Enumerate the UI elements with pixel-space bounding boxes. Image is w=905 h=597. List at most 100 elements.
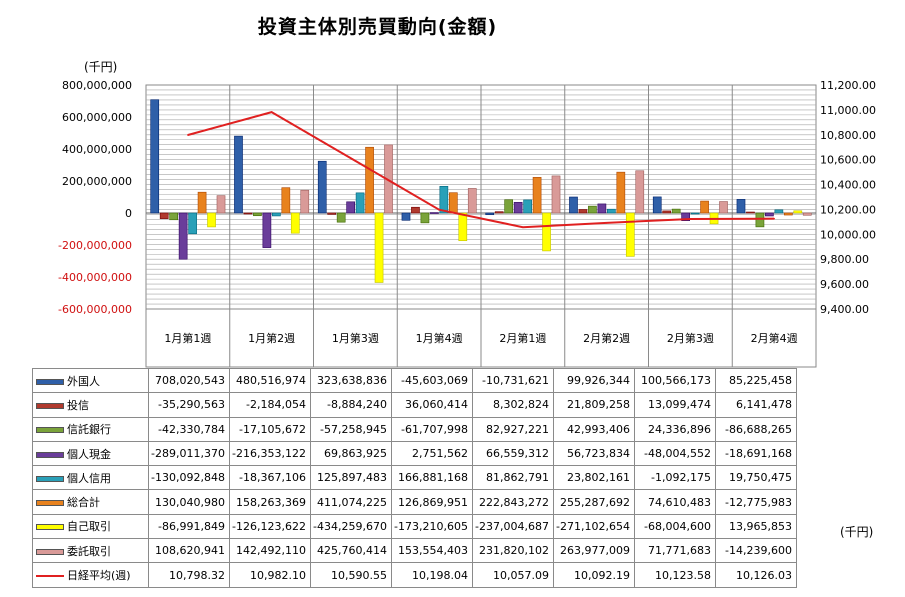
table-cell: 10,092.19 [553, 562, 635, 588]
category-band [145, 308, 817, 368]
nikkei-point [438, 208, 440, 211]
table-cell: -237,004,687 [472, 513, 554, 540]
table-cell: 255,287,692 [553, 489, 635, 515]
table-cell: 166,881,168 [391, 465, 473, 491]
table-cell: -434,259,670 [310, 513, 392, 540]
table-row: 自己取引 -86,991,849 -126,123,622 -434,259,670-… [32, 513, 797, 540]
nikkei-point [773, 217, 775, 220]
bar [793, 210, 803, 214]
table-cell: -216,353,122 [229, 440, 311, 467]
table-cell: 13,965,853 [715, 513, 797, 540]
table-cell: 74,610,483 [634, 489, 716, 515]
table-cell: 126,869,951 [391, 489, 473, 515]
bar [532, 177, 542, 214]
table-cell: 19,750,475 [715, 465, 797, 491]
bar [262, 212, 272, 248]
bar [420, 212, 430, 224]
legend-key [36, 500, 64, 507]
table-cell: 21,809,258 [553, 392, 635, 418]
legend-entry: 信託銀行 [32, 416, 149, 442]
y-right-tick-label: 10,800.00 [820, 129, 876, 142]
bar [234, 135, 243, 214]
table-row: 投信 -35,290,563 -2,184,054 -8,884,240 36,060,… [32, 392, 797, 418]
series-name: 自己取引 [67, 520, 111, 534]
table-cell: 323,638,836 [310, 367, 392, 394]
table-cell: 10,590.55 [310, 562, 392, 588]
nikkei-point [605, 222, 608, 224]
x-category-label: 1月第3週 [332, 331, 379, 345]
table-cell: 99,926,344 [553, 367, 635, 394]
legend-entry: 個人現金 [32, 440, 149, 467]
bar [662, 210, 672, 214]
series-name: 信託銀行 [67, 423, 111, 437]
bar [597, 203, 607, 214]
bar [635, 170, 645, 214]
nikkei-point [689, 218, 692, 220]
bar [774, 209, 784, 214]
legend-entry: 委託取引 [32, 538, 149, 564]
bar [411, 206, 420, 214]
bar [802, 212, 812, 216]
table-cell: -18,367,106 [229, 465, 311, 491]
x-category-label: 2月第3週 [667, 331, 714, 345]
series-name: 個人信用 [67, 471, 111, 485]
bar [542, 212, 551, 252]
table-cell: -8,884,240 [310, 392, 392, 418]
table-cell: 23,802,161 [553, 465, 635, 491]
x-category-label: 1月第1週 [164, 331, 211, 345]
bar [300, 189, 310, 214]
table-cell: 56,723,834 [553, 440, 635, 467]
table-cell: 10,123.58 [634, 562, 716, 588]
table-cell: -61,707,998 [391, 416, 473, 442]
bar [401, 212, 411, 221]
x-category-label: 2月第2週 [583, 331, 630, 345]
y-left-tick-label: 600,000,000 [62, 111, 132, 124]
y-right-tick-label: 10,200.00 [820, 203, 876, 216]
y-left-tick-label: 800,000,000 [62, 79, 132, 92]
legend-key [36, 524, 64, 531]
table-row: 委託取引 108,620,941 142,492,110 425,760,414 153… [32, 538, 797, 564]
table-cell: 82,927,221 [472, 416, 554, 442]
table-cell: -86,991,849 [148, 513, 230, 540]
bar [253, 212, 262, 217]
table-cell: 153,554,403 [391, 538, 473, 564]
table-cell: -12,775,983 [715, 489, 797, 515]
bar [317, 160, 327, 214]
table-cell: 480,516,974 [229, 367, 311, 394]
bar [746, 211, 755, 214]
data-table: 外国人 708,020,543 480,516,974 323,638,836 -45,… [32, 367, 797, 588]
table-cell: 6,141,478 [715, 392, 797, 418]
series-name: 個人現金 [67, 447, 111, 461]
legend-key [36, 402, 64, 409]
x-category-label: 2月第1週 [499, 331, 546, 345]
table-cell: 13,099,474 [634, 392, 716, 418]
y-right-tick-label: 11,200.00 [820, 79, 876, 92]
table-cell: -18,691,168 [715, 440, 797, 467]
bar [336, 212, 346, 223]
bar [783, 212, 793, 216]
table-cell: -289,011,370 [148, 440, 230, 467]
unit-label-top: (千円) [84, 60, 118, 74]
bar [448, 192, 458, 214]
table-cell: -86,688,265 [715, 416, 797, 442]
y-left-tick-label: 400,000,000 [62, 143, 132, 156]
bar [178, 212, 188, 260]
table-cell: -68,004,600 [634, 513, 716, 540]
legend-entry: 投信 [32, 392, 149, 418]
bar [150, 99, 160, 214]
table-cell: 36,060,414 [391, 392, 473, 418]
table-cell: -10,731,621 [472, 367, 554, 394]
table-cell: 85,225,458 [715, 367, 797, 394]
legend-entry: 個人信用 [32, 465, 149, 491]
bar [652, 196, 662, 214]
y-right-tick-label: 9,800.00 [820, 253, 869, 266]
bar [607, 208, 616, 214]
legend-key [36, 378, 64, 385]
bar [765, 212, 774, 217]
y-left-tick-label: 200,000,000 [62, 175, 132, 188]
bar [327, 212, 337, 215]
nikkei-point [522, 226, 524, 229]
series-name: 総合計 [67, 496, 100, 510]
table-row: 個人信用 -130,092,848 -18,367,106 125,897,483 16… [32, 465, 797, 491]
series-name: 日経平均(週) [67, 569, 131, 583]
